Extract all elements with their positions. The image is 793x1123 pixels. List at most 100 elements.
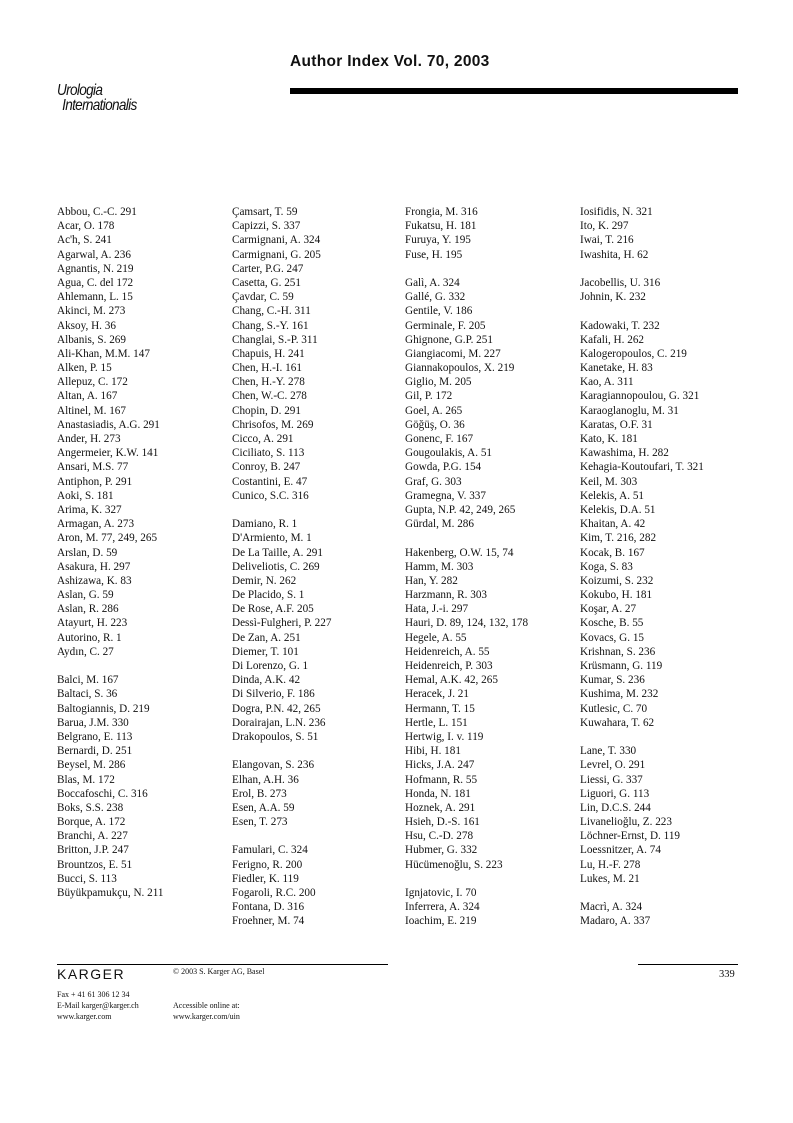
website-link[interactable]: www.karger.com [57, 1012, 112, 1021]
index-entry: Albanis, S. 269 [57, 333, 126, 346]
index-entry: Erol, B. 273 [232, 787, 287, 800]
index-entry: Boccafoschi, C. 316 [57, 787, 148, 800]
index-entry: De Zan, A. 251 [232, 631, 301, 644]
index-entry: Hsieh, D.-S. 161 [405, 816, 480, 829]
online-url-link[interactable]: www.karger.com/uin [173, 1012, 240, 1021]
index-entry: Fiedler, K. 119 [232, 872, 299, 885]
index-entry: Boks, S.S. 238 [57, 801, 124, 814]
index-entry: Demir, N. 262 [232, 574, 297, 587]
index-entry: Aoki, S. 181 [57, 489, 114, 502]
index-entry: Hegele, A. 55 [405, 631, 467, 644]
index-entry: Lin, D.C.S. 244 [580, 801, 651, 814]
index-entry: Gowda, P.G. 154 [405, 461, 482, 474]
index-entry: Ferigno, R. 200 [232, 858, 303, 871]
index-entry: Esen, A.A. 59 [232, 801, 295, 814]
index-entry: Kao, A. 311 [580, 376, 634, 389]
index-entry: Liguori, G. 113 [580, 787, 650, 800]
index-entry: Lu, H.-F. 278 [580, 858, 641, 871]
index-entry: Ghignone, G.P. 251 [405, 333, 493, 346]
index-entry: Krüsmann, G. 119 [580, 660, 663, 672]
index-entry: Chrisofos, M. 269 [232, 418, 314, 431]
index-entry: Carmignani, A. 324 [232, 234, 321, 247]
title-rule [290, 88, 738, 94]
footer-rule-left [57, 964, 388, 965]
index-entry: Allepuz, C. 172 [57, 376, 128, 389]
index-entry: De Rose, A.F. 205 [232, 603, 314, 616]
index-spacer [580, 262, 704, 276]
index-entry: Agarwal, A. 236 [57, 248, 131, 261]
index-entry: Lukes, M. 21 [580, 872, 640, 885]
index-entry: Ioachim, E. 219 [405, 915, 477, 928]
index-entry: Alken, P. 15 [57, 362, 112, 375]
index-entry: Baltaci, S. 36 [57, 688, 118, 701]
index-entry: Giglio, M. 205 [405, 376, 472, 389]
index-entry: Madaro, A. 337 [580, 915, 651, 928]
index-entry: Hamm, M. 303 [405, 560, 474, 573]
index-entry: Kalogeropoulos, C. 219 [580, 347, 687, 360]
index-spacer [405, 262, 528, 276]
index-entry: Kosche, B. 55 [580, 617, 644, 630]
index-entry: Kumar, S. 236 [580, 674, 645, 687]
index-entry: Antiphon, P. 291 [57, 475, 133, 488]
index-entry: Kadowaki, T. 232 [580, 319, 660, 332]
index-entry: Britton, J.P. 247 [57, 844, 129, 857]
index-entry: Elhan, A.H. 36 [232, 773, 299, 786]
index-entry: Kelekis, D.A. 51 [580, 503, 656, 516]
index-spacer [580, 304, 704, 318]
index-column-1: Abbou, C.-C. 291 Acar, O. 178 Ac'h, S. 241… [57, 205, 163, 900]
index-entry: Esen, T. 273 [232, 816, 288, 829]
index-entry: Aydın, C. 27 [57, 645, 114, 658]
index-entry: Gentile, V. 186 [405, 305, 473, 318]
index-entry: Baltogiannis, D. 219 [57, 702, 150, 715]
index-entry: Hertwig, I. v. 119 [405, 730, 484, 743]
index-spacer [405, 872, 528, 886]
index-entry: Koşar, A. 27 [580, 603, 637, 616]
index-entry: Kushima, M. 232 [580, 688, 659, 701]
index-entry: Kehagia-Koutoufari, T. 321 [580, 461, 704, 474]
index-entry: De Placido, S. 1 [232, 589, 305, 602]
index-entry: Lane, T. 330 [580, 745, 637, 758]
index-spacer [232, 503, 331, 517]
index-entry: Kovacs, G. 15 [580, 631, 645, 644]
index-entry: Löchner-Ernst, D. 119 [580, 830, 681, 843]
index-entry: Krishnan, S. 236 [580, 645, 656, 658]
index-entry: Aslan, R. 286 [57, 603, 119, 616]
index-entry: Furuya, Y. 195 [405, 234, 471, 247]
index-entry: Carmignani, G. 205 [232, 248, 321, 261]
index-entry: Asakura, H. 297 [57, 560, 131, 573]
index-entry: D'Armiento, M. 1 [232, 532, 312, 545]
index-spacer [405, 531, 528, 545]
index-entry: Giannakopoulos, X. 219 [405, 362, 515, 375]
index-entry: Aslan, G. 59 [57, 589, 114, 602]
index-entry: Iwai, T. 216 [580, 234, 634, 247]
index-entry: Khaitan, A. 42 [580, 518, 646, 531]
index-entry: Beysel, M. 286 [57, 759, 126, 772]
index-entry: Kafali, H. 262 [580, 333, 645, 346]
index-entry: Armagan, A. 273 [57, 518, 135, 531]
index-entry: Hsu, C.-D. 278 [405, 830, 474, 843]
index-entry: Levrel, O. 291 [580, 759, 646, 772]
index-entry: Fogaroli, R.C. 200 [232, 887, 316, 899]
copyright: © 2003 S. Karger AG, Basel [173, 967, 265, 976]
index-entry: Fukatsu, H. 181 [405, 220, 477, 233]
index-entry: Iwashita, H. 62 [580, 248, 649, 261]
index-entry: Autorino, R. 1 [57, 631, 122, 644]
index-entry: Kawashima, H. 282 [580, 447, 669, 460]
index-entry: Macrì, A. 324 [580, 901, 643, 914]
index-entry: Büyükpamukçu, N. 211 [57, 887, 164, 899]
index-entry: Karatas, O.F. 31 [580, 418, 653, 431]
index-entry: Gallé, G. 332 [405, 291, 466, 304]
index-entry: Dogra, P.N. 42, 265 [232, 702, 321, 715]
index-entry: Fuse, H. 195 [405, 248, 463, 261]
index-entry: Dorairajan, L.N. 236 [232, 716, 326, 729]
journal-logo-line1: Urologia [57, 82, 103, 99]
index-entry: Kocak, B. 167 [580, 546, 645, 559]
index-entry: Cicco, A. 291 [232, 433, 294, 445]
index-entry: Akinci, M. 273 [57, 305, 126, 318]
index-entry: Livanelioğlu, Z. 223 [580, 816, 672, 829]
index-entry: Chang, C.-H. 311 [232, 305, 311, 318]
index-entry: Arslan, D. 59 [57, 546, 118, 559]
index-entry: Ito, K. 297 [580, 220, 629, 233]
page-number: 339 [719, 969, 735, 980]
index-entry: Agua, C. del 172 [57, 276, 134, 289]
